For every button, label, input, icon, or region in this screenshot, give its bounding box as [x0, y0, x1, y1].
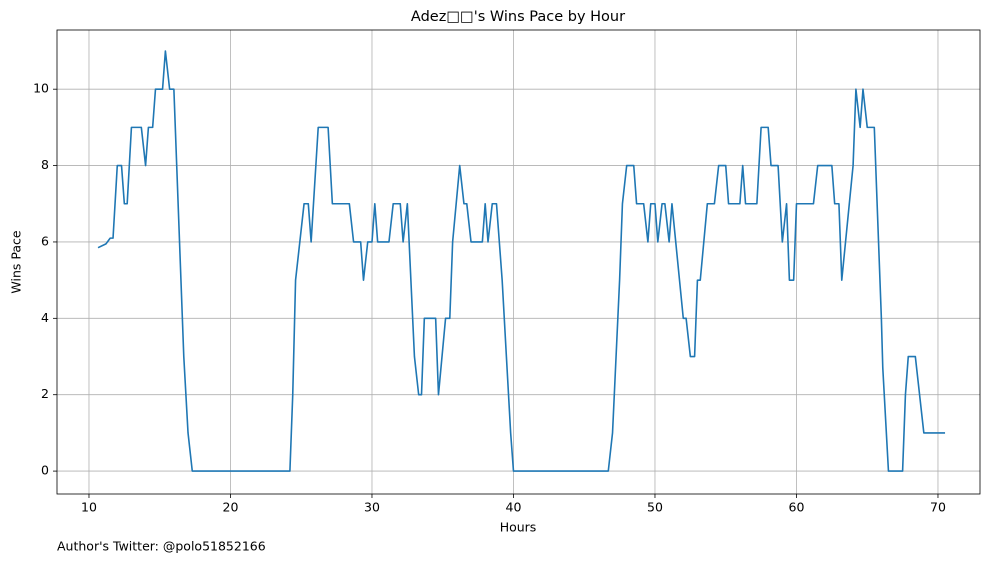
x-tick-label: 10 — [81, 500, 97, 515]
x-tick-label: 50 — [647, 500, 663, 515]
x-tick-label: 70 — [930, 500, 946, 515]
y-tick-label: 2 — [41, 386, 49, 401]
y-tick-label: 6 — [41, 233, 49, 248]
x-tick-label: 20 — [223, 500, 239, 515]
x-tick-label: 40 — [506, 500, 522, 515]
plot-frame — [56, 29, 981, 495]
y-axis-label: Wins Pace — [9, 230, 24, 293]
data-line — [97, 50, 946, 472]
y-tick-label: 4 — [41, 310, 49, 325]
chart-title: Adez□□'s Wins Pace by Hour — [411, 9, 625, 25]
x-axis-label: Hours — [500, 520, 537, 535]
y-tick-label: 10 — [33, 81, 49, 96]
x-tick-label: 30 — [364, 500, 380, 515]
y-tick-label: 8 — [41, 157, 49, 172]
annotation: Author's Twitter: @polo51852166 — [57, 539, 266, 554]
x-tick-label: 60 — [789, 500, 805, 515]
y-tick-label: 0 — [41, 463, 49, 478]
